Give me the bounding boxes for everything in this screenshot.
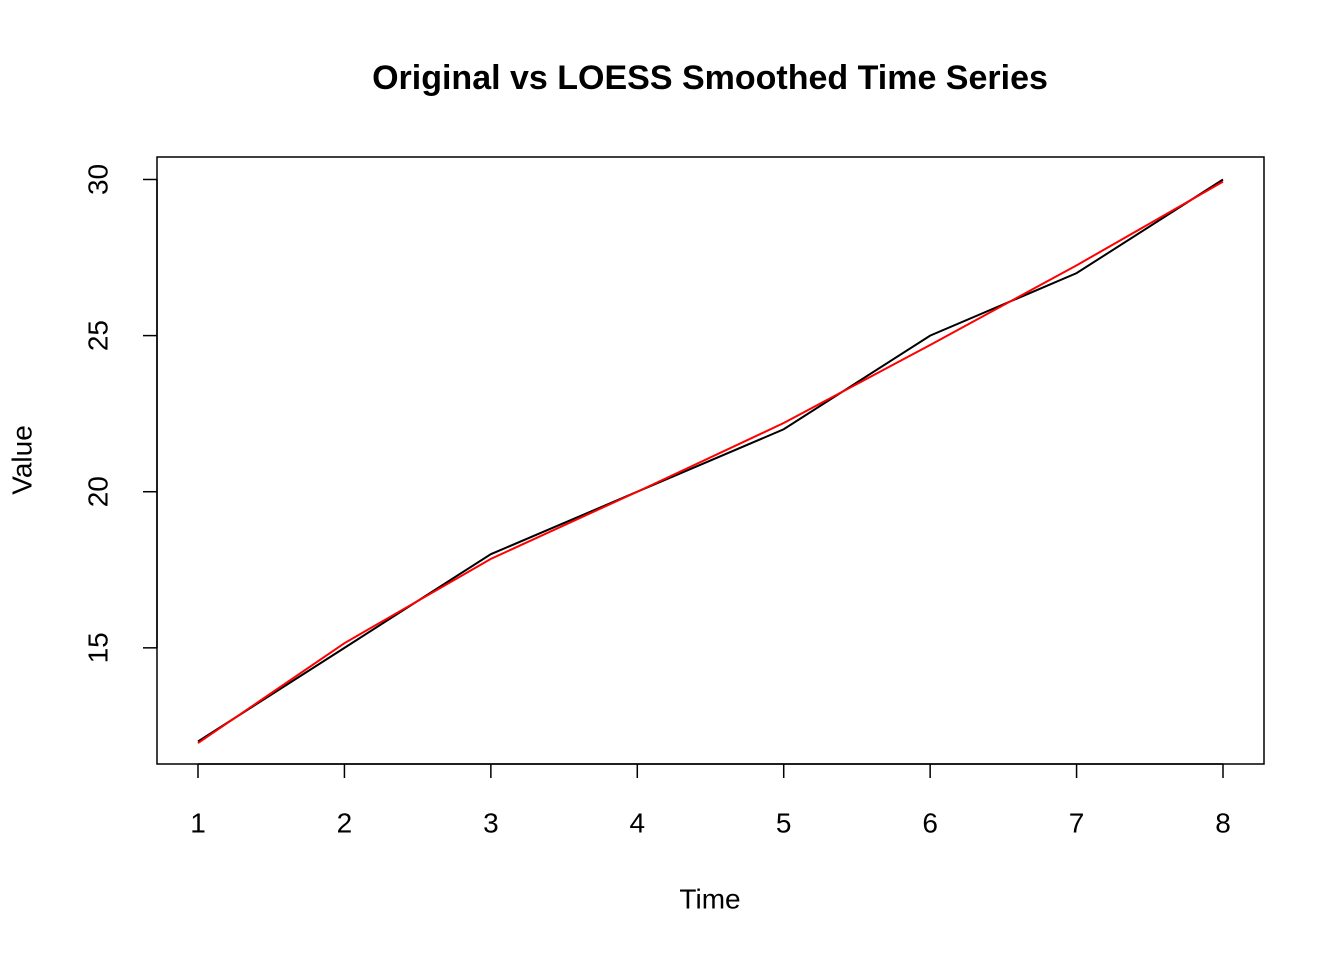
series-line bbox=[197, 180, 1224, 744]
x-tick-label: 8 bbox=[1215, 807, 1231, 838]
x-tick-label: 6 bbox=[922, 807, 938, 838]
y-tick-label: 15 bbox=[82, 632, 113, 663]
y-tick-label: 30 bbox=[82, 164, 113, 195]
x-tick-label: 1 bbox=[190, 807, 206, 838]
x-tick-label: 3 bbox=[483, 807, 499, 838]
x-tick-label: 4 bbox=[629, 807, 645, 838]
x-tick-label: 5 bbox=[776, 807, 792, 838]
x-axis-label: Time bbox=[679, 883, 740, 914]
x-tick-label: 7 bbox=[1069, 807, 1085, 838]
x-tick-label: 2 bbox=[337, 807, 353, 838]
y-tick-label: 20 bbox=[82, 476, 113, 507]
chart-title: Original vs LOESS Smoothed Time Series bbox=[372, 59, 1048, 97]
series-line bbox=[197, 178, 1224, 743]
y-tick-label: 25 bbox=[82, 320, 113, 351]
y-axis-label: Value bbox=[6, 425, 37, 495]
